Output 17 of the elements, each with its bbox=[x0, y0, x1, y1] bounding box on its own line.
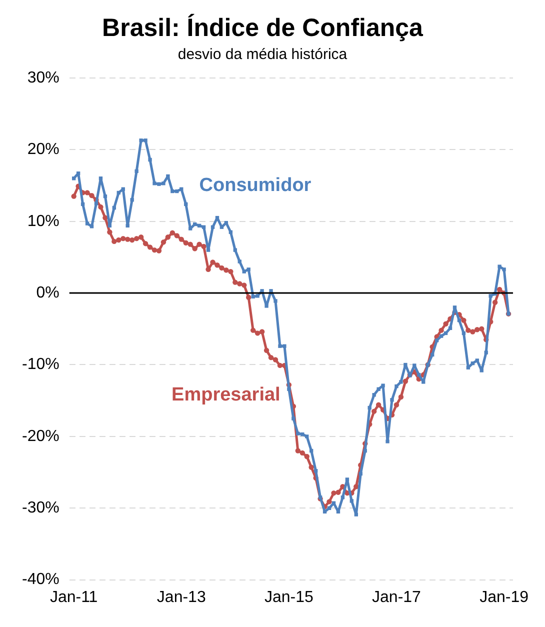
series-label: Empresarial bbox=[172, 384, 280, 406]
chart-subtitle: desvio da média histórica bbox=[178, 46, 348, 64]
x-tick-label: Jan-15 bbox=[264, 588, 314, 606]
chart-title: Brasil: Índice de Confiança bbox=[102, 12, 424, 42]
x-tick-label: Jan-19 bbox=[480, 588, 529, 606]
x-tick-label: Jan-17 bbox=[372, 588, 422, 606]
y-tick-label: 20% bbox=[27, 141, 60, 158]
y-tick-label: -10% bbox=[22, 356, 60, 374]
y-tick-label: -40% bbox=[22, 571, 60, 588]
y-tick-label: -30% bbox=[22, 500, 60, 517]
x-tick-label: Jan-11 bbox=[50, 588, 98, 606]
y-tick-label: 10% bbox=[27, 212, 60, 230]
x-tick-label: Jan-13 bbox=[156, 588, 206, 606]
y-tick-label: 0% bbox=[36, 284, 60, 302]
series-label: Consumidor bbox=[199, 174, 312, 196]
y-tick-label: -20% bbox=[22, 428, 60, 445]
y-tick-label: 30% bbox=[27, 69, 60, 86]
